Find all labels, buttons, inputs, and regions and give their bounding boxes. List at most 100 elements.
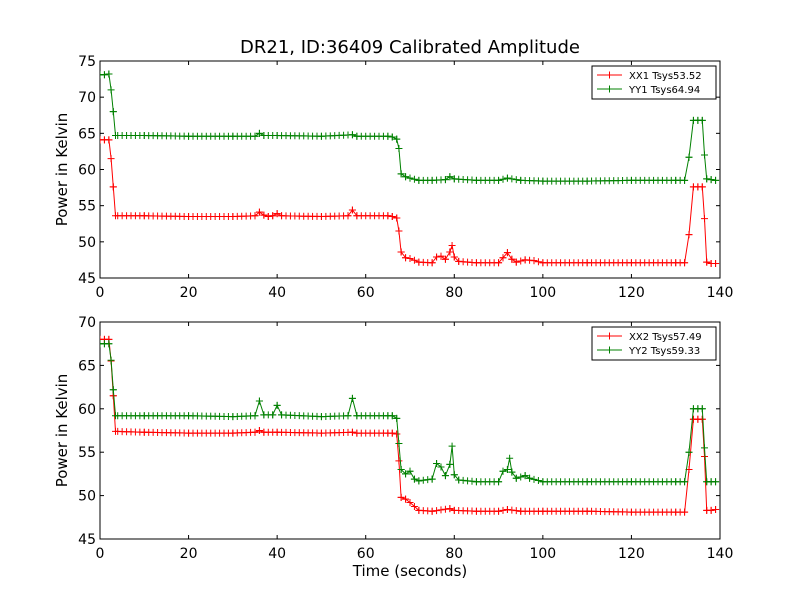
y-tick-label: 55	[78, 199, 96, 215]
x-tick-label: 140	[707, 285, 734, 301]
data-point	[100, 71, 108, 79]
x-tick-label: 140	[707, 546, 734, 562]
data-point	[410, 256, 418, 264]
data-point	[388, 429, 396, 437]
data-point	[402, 495, 410, 503]
x-tick-label: 80	[445, 546, 463, 562]
data-point	[109, 386, 117, 394]
legend-marker	[606, 71, 613, 79]
data-point	[397, 170, 405, 178]
data-point	[512, 507, 520, 515]
data-point	[495, 507, 503, 515]
y-tick-label: 60	[78, 163, 96, 179]
data-point	[448, 442, 456, 450]
series-xx	[100, 335, 720, 516]
x-tick-label: 60	[357, 285, 375, 301]
data-point	[437, 506, 445, 514]
data-point	[526, 474, 534, 482]
data-point	[703, 258, 711, 266]
data-point	[273, 210, 281, 218]
bottom-panel: 0 20 40 60 80 100 120 140 45 50 55 60 65 70 Power in K…	[53, 315, 733, 580]
data-point	[685, 231, 693, 239]
y-tick-label: 60	[78, 402, 96, 418]
data-point	[406, 254, 414, 262]
series-yy	[100, 340, 720, 486]
y-tick-label: 45	[78, 271, 96, 287]
x-tick-label: 80	[445, 285, 463, 301]
data-point	[681, 176, 689, 184]
series-yy	[100, 70, 720, 185]
data-point	[105, 340, 113, 348]
data-point	[512, 474, 520, 482]
data-point	[450, 471, 458, 479]
legend: XX1 Tsys53.52 YY1 Tsys64.94	[591, 65, 717, 100]
data-point	[107, 155, 115, 163]
data-point	[441, 505, 449, 513]
data-point	[428, 259, 436, 267]
data-point	[503, 505, 511, 513]
data-point	[105, 136, 113, 144]
data-point	[348, 394, 356, 402]
data-point	[534, 477, 542, 485]
data-point	[506, 454, 514, 462]
data-point	[260, 211, 268, 219]
data-point	[681, 478, 689, 486]
data-point	[446, 505, 454, 513]
data-point	[517, 473, 525, 481]
legend-label: XX2 Tsys57.49	[629, 332, 702, 343]
data-point	[503, 249, 511, 257]
legend-label: YY2 Tsys59.33	[628, 346, 700, 357]
legend-label: YY1 Tsys64.94	[628, 85, 700, 96]
data-point	[397, 466, 405, 474]
y-tick-label: 45	[78, 532, 96, 548]
data-point	[388, 412, 396, 420]
data-point	[521, 472, 529, 480]
data-point	[428, 475, 436, 483]
y-tick-label: 75	[78, 54, 96, 70]
x-tick-label: 100	[529, 285, 556, 301]
data-point	[415, 477, 423, 485]
y-tick-label: 50	[78, 235, 96, 251]
legend-marker	[606, 85, 613, 93]
data-point	[698, 183, 706, 191]
data-point	[105, 70, 113, 78]
data-point	[107, 356, 115, 364]
x-tick-label: 20	[180, 546, 198, 562]
legend-marker	[606, 332, 613, 340]
data-point	[508, 468, 516, 476]
data-point	[251, 132, 259, 140]
data-point	[410, 475, 418, 483]
data-point	[251, 412, 259, 420]
data-point	[712, 260, 720, 268]
data-point	[255, 129, 263, 137]
data-point	[446, 248, 454, 256]
data-point	[512, 176, 520, 184]
series-line	[100, 343, 716, 483]
data-point	[499, 254, 507, 262]
data-point	[530, 257, 538, 265]
data-point	[402, 254, 410, 262]
data-point	[109, 183, 117, 191]
data-point	[424, 476, 432, 484]
data-point	[508, 175, 516, 183]
data-point	[410, 502, 418, 510]
data-point	[517, 257, 525, 265]
data-point	[393, 135, 401, 143]
data-point	[388, 213, 396, 221]
x-tick-label: 0	[96, 546, 105, 562]
data-point	[701, 215, 708, 223]
data-point	[712, 176, 720, 184]
y-tick-label: 55	[78, 445, 96, 461]
chart-title: DR21, ID:36409 Calibrated Amplitude	[240, 37, 580, 58]
data-point	[707, 506, 715, 514]
data-point	[410, 175, 418, 183]
y-tick-label: 70	[78, 315, 96, 331]
data-point	[703, 175, 711, 183]
data-point	[495, 259, 503, 267]
data-point	[107, 86, 115, 94]
data-point	[495, 478, 503, 486]
data-point	[685, 448, 693, 456]
x-tick-label: 20	[180, 285, 198, 301]
data-point	[448, 241, 456, 249]
y-tick-label: 70	[78, 90, 96, 106]
